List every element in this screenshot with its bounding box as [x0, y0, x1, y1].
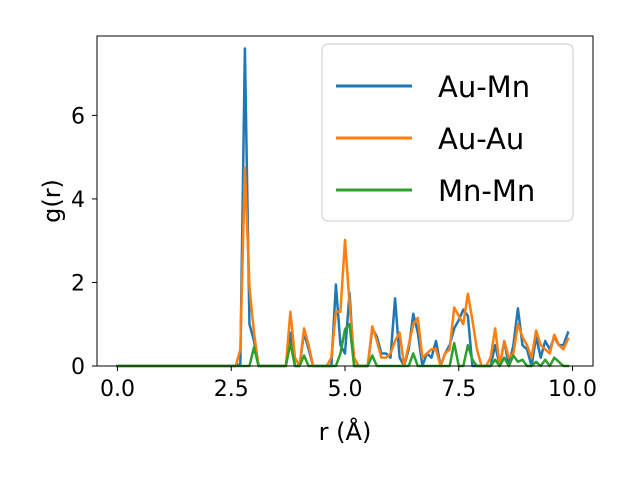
y-axis-label: g(r)	[38, 179, 66, 223]
x-axis-ticks: 0.0 2.5 5.0 7.5 10.0	[100, 366, 597, 402]
y-axis-ticks: 0 2 4 6	[71, 104, 97, 380]
legend-label-au-mn: Au-Mn	[438, 70, 530, 104]
y-tick-label: 2	[71, 271, 85, 296]
x-tick-label: 2.5	[214, 377, 249, 402]
x-tick-label: 7.5	[441, 377, 476, 402]
y-tick-label: 6	[71, 104, 85, 129]
x-tick-label: 10.0	[548, 377, 597, 402]
y-tick-label: 4	[71, 188, 85, 213]
legend-frame	[321, 43, 574, 222]
legend: Au-Mn Au-Au Mn-Mn	[321, 43, 574, 222]
legend-label-au-au: Au-Au	[438, 122, 524, 156]
x-tick-label: 0.0	[100, 377, 135, 402]
y-tick-label: 0	[71, 355, 85, 380]
series-line-au-au	[116, 166, 570, 368]
x-tick-label: 5.0	[328, 377, 363, 402]
legend-label-mn-mn: Mn-Mn	[438, 174, 535, 208]
x-axis-label: r (Å)	[319, 417, 372, 446]
